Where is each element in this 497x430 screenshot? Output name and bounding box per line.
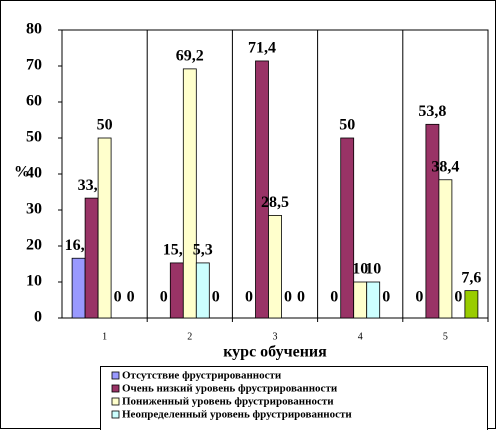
bar bbox=[84, 197, 99, 319]
legend-swatch bbox=[111, 397, 120, 406]
y-axis-label: % bbox=[14, 164, 30, 181]
value-label: 0 bbox=[212, 289, 220, 306]
x-axis-label: курс обучения bbox=[223, 344, 327, 361]
x-tick-label: 3 bbox=[273, 331, 278, 342]
value-label: 38,4 bbox=[431, 158, 459, 175]
value-label: 0 bbox=[382, 289, 390, 306]
y-tick-label: 20 bbox=[26, 237, 42, 254]
x-tick-label: 1 bbox=[102, 331, 107, 342]
x-tick-label: 2 bbox=[187, 331, 192, 342]
y-tick-label: 0 bbox=[34, 309, 42, 326]
bar bbox=[438, 179, 453, 319]
value-label: 5,3 bbox=[193, 242, 213, 259]
value-label: 0 bbox=[114, 289, 122, 306]
bar bbox=[425, 123, 440, 319]
value-label: 10 bbox=[352, 261, 368, 278]
value-label: 69,2 bbox=[176, 48, 204, 65]
value-label: 0 bbox=[330, 289, 338, 306]
legend-label: Пониженный уровень фрустрированности bbox=[122, 396, 334, 408]
value-label: 53,8 bbox=[418, 103, 446, 120]
legend-label: Неопределенный уровень фрустрированности bbox=[122, 409, 352, 421]
x-tick-label: 5 bbox=[443, 331, 448, 342]
bar bbox=[353, 281, 368, 319]
value-label: 0 bbox=[284, 289, 292, 306]
value-label: 0 bbox=[415, 289, 423, 306]
value-label: 50 bbox=[339, 117, 355, 134]
legend-label: Очень низкий уровень фрустрированности bbox=[122, 383, 338, 395]
legend-box bbox=[100, 366, 488, 430]
legend-label: Отсутствие фрустрированности bbox=[122, 370, 282, 382]
y-tick-label: 60 bbox=[26, 93, 42, 110]
x-tick-label: 4 bbox=[358, 331, 363, 342]
bar bbox=[195, 262, 210, 319]
value-label: 0 bbox=[245, 289, 253, 306]
legend-swatch bbox=[111, 371, 120, 380]
value-label: 0 bbox=[160, 289, 168, 306]
legend-swatch bbox=[111, 410, 120, 419]
value-label: 28,5 bbox=[261, 194, 289, 211]
value-label: 0 bbox=[127, 289, 135, 306]
y-tick-label: 40 bbox=[26, 165, 42, 182]
bar bbox=[268, 214, 282, 319]
y-tick-label: 80 bbox=[26, 21, 42, 38]
legend-swatch bbox=[111, 384, 120, 393]
bar bbox=[366, 281, 381, 319]
bar bbox=[255, 60, 269, 319]
value-label: 0 bbox=[297, 289, 305, 306]
y-tick-label: 50 bbox=[26, 129, 42, 146]
bar bbox=[464, 290, 479, 319]
value-label: 0 bbox=[454, 289, 462, 306]
value-label: 71,4 bbox=[248, 40, 276, 57]
value-label: 10 bbox=[365, 261, 381, 278]
bar bbox=[169, 262, 184, 319]
value-label: 50 bbox=[97, 117, 113, 134]
bar bbox=[340, 137, 355, 319]
y-tick-label: 10 bbox=[26, 273, 42, 290]
y-tick-label: 30 bbox=[26, 201, 42, 218]
bar bbox=[97, 137, 112, 319]
bar bbox=[71, 257, 86, 319]
value-label: 7,6 bbox=[461, 269, 481, 286]
y-tick-label: 70 bbox=[26, 57, 42, 74]
bar bbox=[182, 68, 197, 319]
